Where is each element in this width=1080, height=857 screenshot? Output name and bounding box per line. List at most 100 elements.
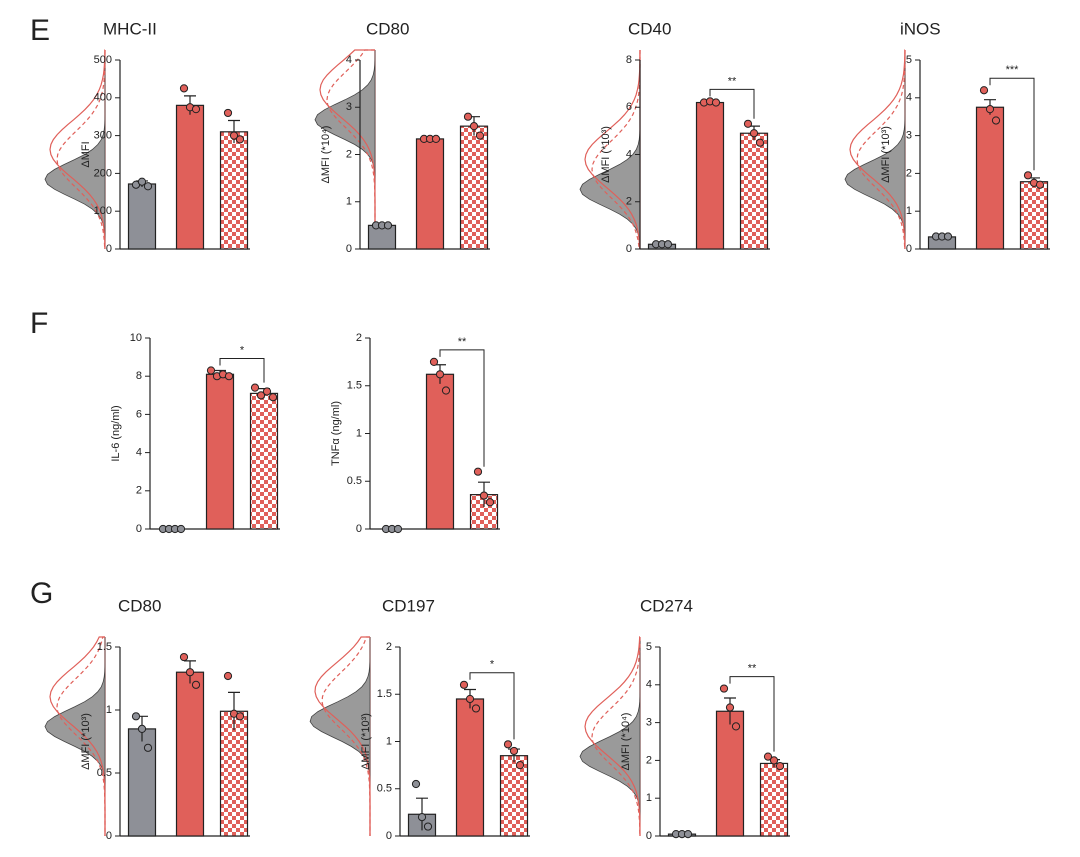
panel-label: G bbox=[30, 577, 53, 610]
y-tick-label: 1.5 bbox=[347, 380, 362, 392]
y-tick-label: 3 bbox=[906, 130, 912, 142]
histogram-treated-dashed bbox=[321, 636, 371, 836]
y-tick-label: 0.5 bbox=[347, 475, 362, 487]
significance-label: ** bbox=[748, 662, 757, 674]
histogram-treated-dashed bbox=[56, 50, 106, 250]
histogram-control bbox=[44, 50, 106, 249]
y-tick-label: 1 bbox=[346, 196, 352, 208]
data-point bbox=[769, 756, 779, 765]
bar bbox=[219, 131, 249, 250]
data-point bbox=[749, 129, 759, 138]
y-tick-label: 4 bbox=[136, 447, 142, 459]
data-point bbox=[431, 134, 441, 144]
y-tick-label: 4 bbox=[906, 92, 912, 104]
bar bbox=[695, 101, 725, 250]
bar bbox=[127, 728, 157, 837]
data-point bbox=[262, 387, 272, 396]
y-tick-label: 1 bbox=[646, 792, 652, 804]
y-tick-label: 0 bbox=[356, 523, 362, 535]
histogram-treated bbox=[49, 49, 106, 250]
data-point bbox=[475, 131, 485, 140]
data-point bbox=[943, 232, 953, 241]
y-axis-label: ΔMFI (*10³) bbox=[360, 713, 372, 770]
data-point bbox=[515, 761, 525, 770]
y-tick-label: 4 bbox=[626, 148, 632, 160]
bar bbox=[415, 138, 445, 250]
y-tick-label: 2 bbox=[906, 167, 912, 179]
data-point bbox=[191, 680, 201, 689]
data-point bbox=[179, 84, 189, 93]
y-tick-label: 1.5 bbox=[377, 688, 392, 700]
y-tick-label: 1 bbox=[106, 704, 112, 716]
data-point bbox=[235, 712, 245, 721]
chart-title: iNOS bbox=[900, 19, 941, 38]
significance-label: * bbox=[490, 659, 495, 671]
bar bbox=[759, 762, 789, 837]
data-point bbox=[224, 372, 234, 381]
data-point bbox=[763, 752, 773, 761]
y-axis-label: ΔMFI (*10³) bbox=[80, 713, 92, 770]
y-axis-label: ΔMFI (*10³) bbox=[880, 126, 892, 183]
y-tick-label: 0 bbox=[646, 830, 652, 842]
bar bbox=[425, 373, 455, 530]
data-point bbox=[256, 391, 266, 400]
y-tick-label: 400 bbox=[94, 92, 112, 104]
y-tick-label: 2 bbox=[346, 148, 352, 160]
y-tick-label: 2 bbox=[356, 332, 362, 344]
significance-bracket bbox=[709, 88, 755, 119]
data-point bbox=[755, 138, 765, 147]
y-axis-label: ΔMFI (*10⁴) bbox=[620, 713, 632, 771]
chart-title: CD197 bbox=[382, 596, 435, 615]
data-point bbox=[441, 386, 451, 395]
y-tick-label: 4 bbox=[646, 679, 652, 691]
data-point bbox=[991, 116, 1001, 125]
y-tick-label: 3 bbox=[346, 101, 352, 113]
y-tick-label: 2 bbox=[136, 485, 142, 497]
data-point bbox=[985, 105, 995, 114]
data-point bbox=[137, 177, 147, 186]
significance-label: ** bbox=[728, 75, 737, 87]
bar bbox=[175, 104, 205, 250]
bar bbox=[249, 392, 279, 530]
data-point bbox=[731, 722, 741, 731]
histogram-treated-dashed bbox=[591, 636, 641, 837]
data-point bbox=[143, 743, 153, 752]
y-tick-label: 1 bbox=[386, 735, 392, 747]
y-tick-label: 100 bbox=[94, 205, 112, 217]
data-point bbox=[1023, 171, 1033, 180]
data-point bbox=[223, 671, 233, 681]
data-point bbox=[185, 668, 195, 677]
bar bbox=[175, 671, 205, 837]
y-tick-label: 5 bbox=[646, 641, 652, 653]
data-point bbox=[725, 703, 735, 712]
data-point bbox=[235, 135, 245, 144]
data-point bbox=[143, 182, 153, 191]
y-tick-label: 2 bbox=[386, 641, 392, 653]
data-point bbox=[179, 652, 189, 662]
data-point bbox=[471, 704, 481, 713]
histogram-treated-dashed bbox=[326, 49, 376, 249]
data-point bbox=[683, 830, 693, 839]
data-point bbox=[743, 119, 753, 128]
histogram-treated-dashed bbox=[856, 50, 906, 250]
bar bbox=[205, 373, 235, 530]
data-point bbox=[423, 822, 433, 831]
y-axis-label: ΔMFI (*10³) bbox=[600, 126, 612, 183]
y-tick-label: 0 bbox=[346, 243, 352, 255]
data-point bbox=[663, 240, 673, 249]
data-point bbox=[429, 357, 439, 366]
data-point bbox=[250, 383, 260, 392]
y-axis-label: IL-6 (ng/ml) bbox=[110, 405, 122, 461]
data-point bbox=[137, 724, 147, 734]
y-tick-label: 500 bbox=[94, 54, 112, 66]
y-tick-label: 200 bbox=[94, 167, 112, 179]
y-tick-label: 8 bbox=[626, 54, 632, 66]
y-tick-label: 6 bbox=[136, 408, 142, 420]
y-tick-label: 0.5 bbox=[97, 767, 112, 779]
data-point bbox=[719, 684, 729, 693]
data-point bbox=[1035, 180, 1045, 189]
data-point bbox=[417, 813, 427, 822]
bar bbox=[715, 710, 745, 837]
y-tick-label: 10 bbox=[130, 332, 142, 344]
